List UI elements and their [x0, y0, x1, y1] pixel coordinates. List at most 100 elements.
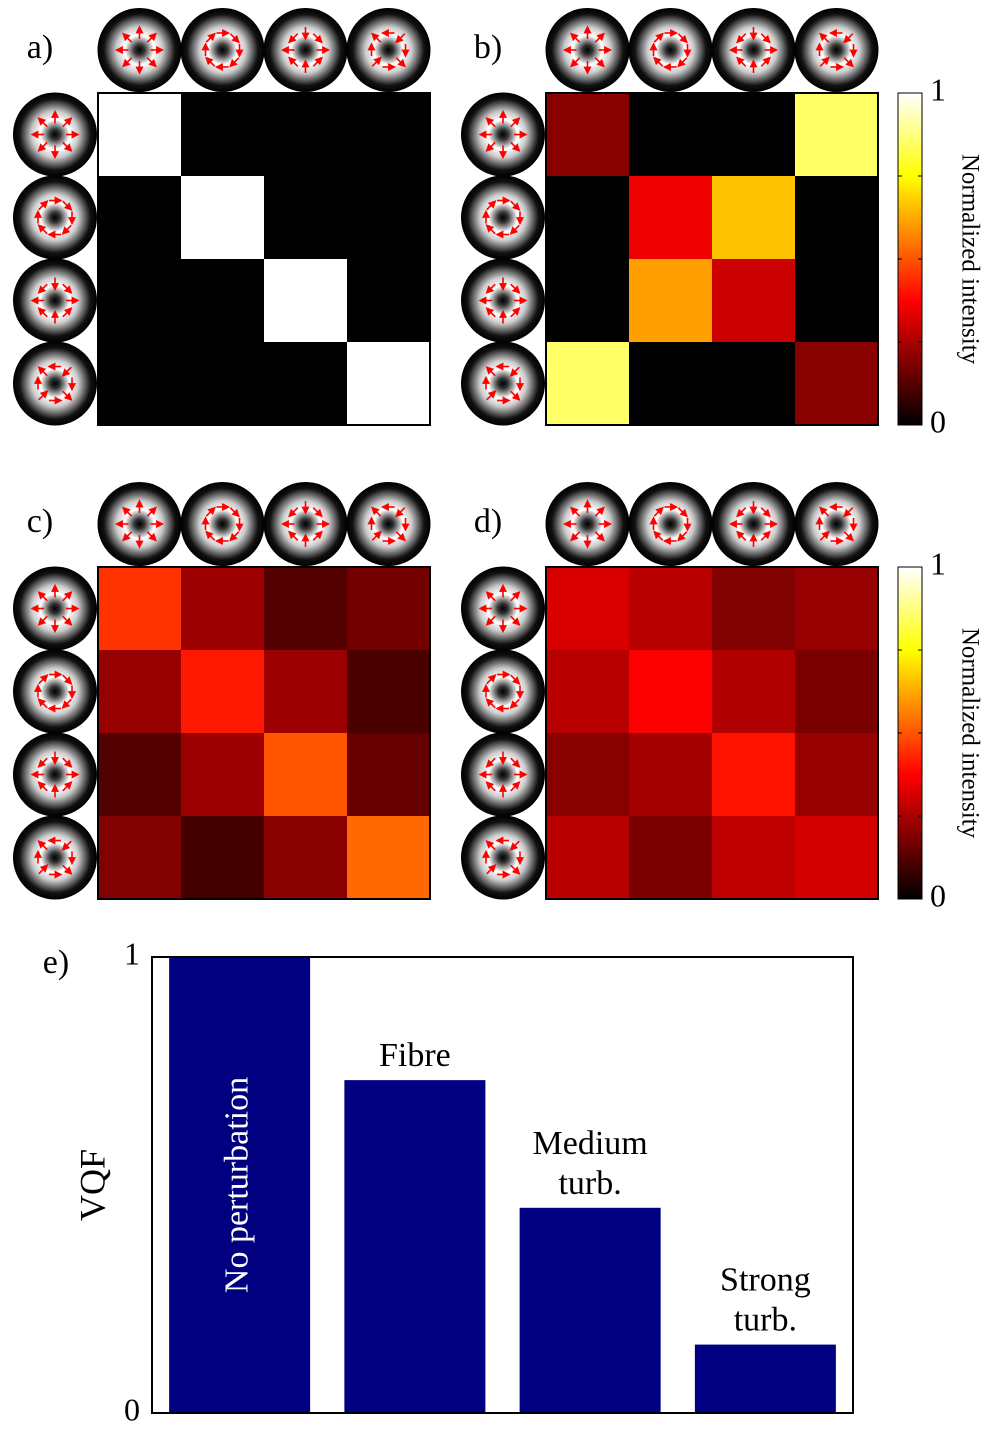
mode-beam — [13, 258, 97, 343]
polarization-arrow — [486, 390, 497, 401]
polarization-arrow — [229, 507, 240, 518]
heatmap-cell — [264, 342, 348, 426]
polarization-arrow — [736, 530, 747, 541]
polarization-arrow — [371, 530, 382, 541]
mode-icon — [461, 732, 545, 817]
polarization-arrow — [37, 224, 48, 235]
heatmap-cell — [181, 650, 265, 734]
polarization-arrow — [229, 57, 240, 68]
colorbar-label: Normalized intensity — [956, 154, 983, 365]
polarization-arrow — [677, 57, 688, 68]
polarization-arrow — [677, 507, 688, 518]
heatmap-cell — [795, 259, 879, 343]
mode-icon — [346, 482, 431, 566]
polarization-arrow — [122, 531, 133, 542]
polarization-arrow — [62, 864, 73, 875]
heatmap-cell — [795, 176, 879, 260]
polarization-arrow — [229, 531, 240, 542]
polarization-arrow — [819, 56, 830, 67]
polarization-arrow — [485, 224, 496, 235]
polarization-arrow — [61, 840, 72, 851]
y-tick-label: 0 — [124, 1391, 140, 1427]
polarization-arrow — [570, 531, 581, 542]
polarization-arrow — [395, 507, 406, 518]
polarization-arrow — [37, 591, 48, 602]
polarization-arrow — [843, 57, 854, 68]
mode-beam — [461, 258, 545, 343]
heatmap-cell — [712, 259, 796, 343]
polarization-arrow — [395, 57, 406, 68]
polarization-arrow — [510, 307, 521, 318]
heatmap-cell — [181, 567, 265, 651]
polarization-arrow — [62, 200, 73, 211]
polarization-arrow — [819, 530, 830, 541]
heatmap-cell — [795, 342, 879, 426]
heatmap-cell — [546, 259, 630, 343]
polarization-arrow — [485, 591, 496, 602]
polarization-arrow — [486, 864, 497, 875]
mode-icon — [13, 258, 97, 343]
mode-icon — [263, 8, 348, 92]
mode-beam — [346, 8, 431, 92]
mode-beam — [13, 92, 97, 177]
mode-icon — [13, 92, 97, 177]
colorbar-tick-label: 0 — [930, 877, 946, 913]
polarization-arrow — [288, 507, 299, 518]
panel-label: a) — [27, 29, 53, 66]
mode-beam — [97, 8, 182, 92]
polarization-arrow — [146, 531, 157, 542]
bar — [169, 957, 311, 1413]
polarization-arrow — [37, 698, 48, 709]
heatmap-cell — [629, 93, 713, 177]
bar — [519, 1207, 661, 1413]
bar-label: Fibre — [379, 1037, 451, 1074]
polarization-arrow — [485, 840, 496, 851]
mode-beam — [461, 649, 545, 734]
heatmap-cell — [795, 567, 879, 651]
heatmap-cell — [712, 816, 796, 900]
mode-icon — [794, 8, 879, 92]
polarization-arrow — [122, 32, 133, 43]
mode-icon — [13, 566, 97, 651]
polarization-arrow — [509, 224, 520, 235]
polarization-arrow — [510, 117, 521, 128]
mode-beam — [794, 8, 879, 92]
heatmap-cell — [181, 816, 265, 900]
polarization-arrow — [37, 615, 48, 626]
mode-beam — [545, 482, 630, 566]
heatmap-cell — [98, 567, 182, 651]
mode-icon — [13, 175, 97, 260]
heatmap-cell — [629, 176, 713, 260]
heatmap-cell — [181, 733, 265, 817]
heatmap-cell — [98, 650, 182, 734]
polarization-arrow — [485, 757, 496, 768]
polarization-arrow — [594, 506, 605, 517]
y-axis-label: VQF — [72, 1149, 112, 1221]
polarization-arrow — [61, 224, 72, 235]
polarization-arrow — [395, 33, 406, 44]
mode-beam — [13, 649, 97, 734]
heatmap-cell — [181, 259, 265, 343]
mode-beam — [461, 341, 545, 426]
heatmap-cell — [546, 93, 630, 177]
heatmap-cell — [546, 816, 630, 900]
mode-beam — [263, 8, 348, 92]
polarization-arrow — [485, 615, 496, 626]
mode-beam — [711, 482, 796, 566]
heatmap-cell — [546, 567, 630, 651]
polarization-arrow — [677, 33, 688, 44]
mode-icon — [13, 649, 97, 734]
mode-beam — [13, 566, 97, 651]
mode-beam — [461, 732, 545, 817]
polarization-arrow — [146, 57, 157, 68]
mode-beam — [180, 482, 265, 566]
polarization-arrow — [510, 615, 521, 626]
heatmap-cell — [347, 567, 431, 651]
heatmap-cell — [264, 567, 348, 651]
polarization-arrow — [509, 698, 520, 709]
polarization-arrow — [760, 507, 771, 518]
mode-beam — [263, 482, 348, 566]
polarization-arrow — [510, 864, 521, 875]
polarization-arrow — [510, 674, 521, 685]
heatmap-cell — [712, 733, 796, 817]
